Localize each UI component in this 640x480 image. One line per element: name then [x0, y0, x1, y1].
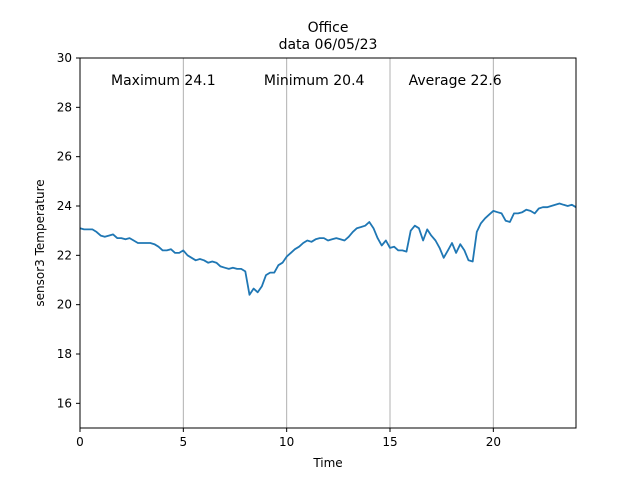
y-tick-label-5: 26: [57, 150, 72, 164]
annotation-2: Average 22.6: [409, 73, 502, 89]
chart-title: Office: [308, 20, 349, 36]
series-layer: [79, 202, 577, 296]
x-tick-label-0: 0: [76, 435, 84, 449]
annotation-0: Maximum 24.1: [111, 73, 216, 89]
plot-frame: [79, 57, 577, 429]
y-axis-ticks: 16 18 20 22 24 26 28 30: [57, 51, 80, 410]
annotation-layer: Maximum 24.1 Minimum 20.4 Average 22.6: [111, 73, 502, 89]
y-tick-label-4: 24: [57, 199, 72, 213]
y-tick-label-1: 18: [57, 347, 72, 361]
series-line-0: [79, 202, 577, 296]
y-tick-label-0: 16: [57, 396, 72, 410]
x-tick-label-3: 15: [382, 435, 397, 449]
x-axis-label: Time: [312, 456, 342, 470]
y-tick-label-3: 22: [57, 248, 72, 262]
x-tick-label-1: 5: [180, 435, 188, 449]
annotation-1: Minimum 20.4: [264, 73, 365, 89]
chart-subtitle: data 06/05/23: [279, 37, 378, 53]
y-axis-label: sensor3 Temperature: [33, 179, 47, 306]
y-tick-label-2: 20: [57, 298, 72, 312]
x-tick-label-2: 10: [279, 435, 294, 449]
x-tick-label-4: 20: [486, 435, 501, 449]
y-tick-label-6: 28: [57, 100, 72, 114]
grid-layer: [182, 58, 494, 428]
y-tick-label-7: 30: [57, 51, 72, 65]
x-axis-ticks: 0 5 10 15 20: [76, 428, 501, 449]
